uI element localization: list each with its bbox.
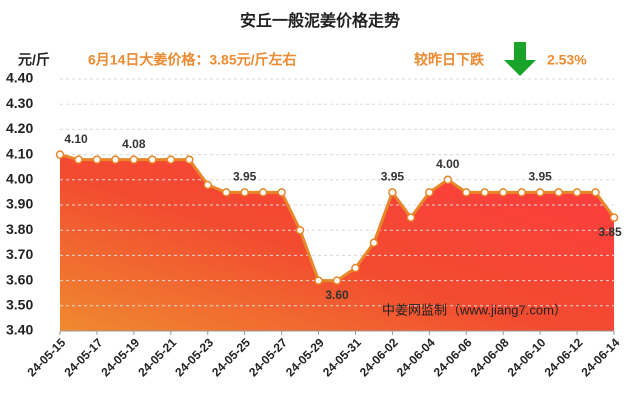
x-tick-label: 24-06-14 xyxy=(578,335,622,379)
marker xyxy=(388,188,397,197)
x-tick-label: 24-05-31 xyxy=(320,335,364,379)
marker xyxy=(111,155,120,164)
data-label: 3.85 xyxy=(598,225,622,239)
marker xyxy=(55,150,65,159)
marker xyxy=(148,155,157,164)
marker xyxy=(240,188,249,197)
x-tick-label: 24-06-10 xyxy=(505,335,549,379)
marker xyxy=(203,180,212,190)
area-layer xyxy=(60,154,614,331)
y-tick-label: 3.70 xyxy=(6,246,33,262)
marker xyxy=(443,175,453,185)
y-tick-label: 3.60 xyxy=(6,271,33,287)
y-tick-label: 3.90 xyxy=(6,196,33,212)
marker xyxy=(185,155,194,164)
annotation: 较昨日下跌 xyxy=(414,52,485,68)
data-label: 3.95 xyxy=(381,170,405,184)
x-tick-label: 24-05-17 xyxy=(61,335,105,379)
y-tick-label: 3.40 xyxy=(6,322,33,338)
y-tick-label: 4.10 xyxy=(6,145,33,161)
marker xyxy=(295,225,305,235)
marker xyxy=(369,238,379,248)
x-tick-label: 24-06-08 xyxy=(468,335,512,379)
y-tick-label: 3.50 xyxy=(6,297,33,313)
marker xyxy=(572,188,582,197)
marker xyxy=(351,263,360,273)
marker xyxy=(535,188,545,197)
data-label: 3.60 xyxy=(325,288,349,302)
marker xyxy=(277,188,286,197)
y-tick-label: 4.40 xyxy=(6,70,33,86)
area xyxy=(60,154,614,331)
chart-title: 安丘一般泥姜价格走势 xyxy=(240,11,400,30)
down-arrow xyxy=(504,42,536,76)
x-tick-label: 24-05-27 xyxy=(246,335,290,379)
annotation: 2.53% xyxy=(547,52,587,68)
y-tick-label: 4.20 xyxy=(6,120,33,136)
marker xyxy=(406,213,416,222)
y-tick-label: 3.80 xyxy=(6,221,33,237)
marker xyxy=(221,188,231,197)
marker xyxy=(498,188,508,197)
watermark: 中姜网监制（www.jiang7.com） xyxy=(382,302,567,317)
marker xyxy=(92,155,102,164)
x-tick-label: 24-05-19 xyxy=(98,335,142,379)
marker xyxy=(462,188,471,197)
marker xyxy=(314,276,323,285)
x-tick-label: 24-05-25 xyxy=(209,335,253,379)
marker xyxy=(166,155,176,164)
marker xyxy=(129,155,139,164)
marker xyxy=(591,188,600,197)
data-label: 3.95 xyxy=(528,170,552,184)
marker xyxy=(554,188,563,197)
marker xyxy=(258,188,268,197)
data-label: 3.95 xyxy=(233,170,257,184)
data-label: 4.00 xyxy=(436,157,460,171)
x-tick-label: 24-06-06 xyxy=(431,335,475,379)
x-tick-label: 24-05-15 xyxy=(24,335,68,379)
x-tick-label: 24-06-04 xyxy=(394,335,438,379)
x-tick-label: 24-05-21 xyxy=(135,335,179,379)
y-tick-label: 4.30 xyxy=(6,95,33,111)
x-tick-label: 24-06-02 xyxy=(357,335,401,379)
data-label: 4.10 xyxy=(64,132,88,146)
y-axis-label: 元/斤 xyxy=(18,52,50,68)
data-label: 4.08 xyxy=(122,137,146,151)
x-tick-label: 24-05-29 xyxy=(283,335,327,379)
annotation: 6月14日大姜价格：3.85元/斤左右 xyxy=(88,52,297,68)
marker xyxy=(517,188,526,197)
y-tick-label: 4.00 xyxy=(6,171,33,187)
x-tick-label: 24-05-23 xyxy=(172,335,216,379)
marker xyxy=(609,213,619,222)
marker xyxy=(425,188,434,197)
marker xyxy=(332,276,342,285)
marker xyxy=(74,155,83,164)
plot-area: 3.40 3.50 3.60 3.70 3.80 3.90 4.00 4.10 4.20 4.30… xyxy=(6,70,623,380)
marker xyxy=(480,188,489,197)
x-tick-label: 24-06-12 xyxy=(542,335,586,379)
